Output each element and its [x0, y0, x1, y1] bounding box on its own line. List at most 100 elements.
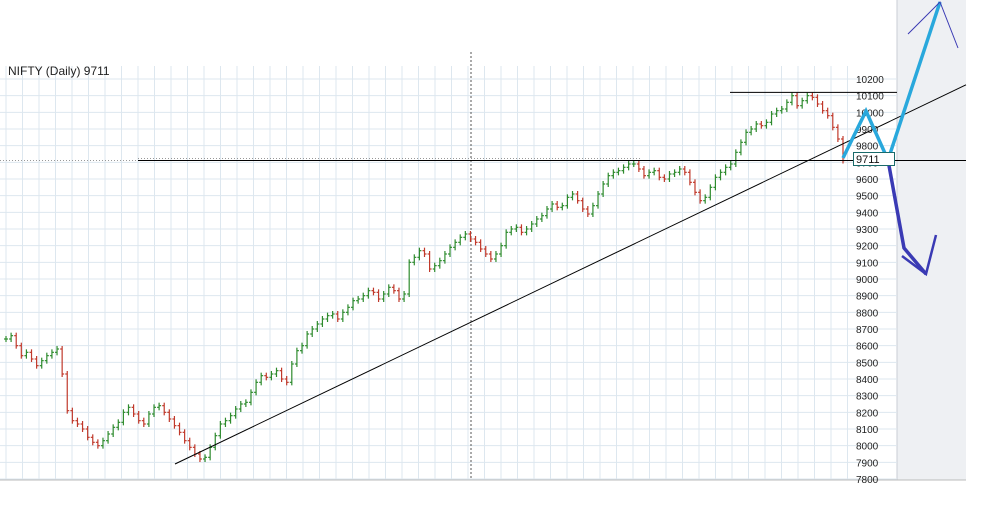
price-bar	[49, 349, 54, 359]
price-bar	[203, 454, 208, 462]
price-bar	[825, 107, 830, 119]
price-bar	[106, 431, 111, 444]
price-bar	[621, 164, 626, 174]
price-bar	[126, 404, 131, 416]
price-bar	[703, 194, 708, 204]
y-tick-label: 8600	[856, 342, 879, 353]
price-bar	[85, 426, 90, 441]
price-bar	[442, 251, 447, 264]
y-tick-label: 8300	[856, 392, 879, 403]
price-bar	[95, 439, 100, 449]
price-bar	[575, 191, 580, 204]
y-tick-label: 9600	[856, 175, 879, 186]
y-tick-label: 8900	[856, 292, 879, 303]
price-bar	[841, 136, 845, 164]
price-bar	[601, 181, 606, 197]
price-bar	[524, 226, 529, 236]
price-bar	[483, 246, 488, 257]
price-bar	[453, 239, 458, 251]
price-bar	[795, 92, 800, 109]
price-bar	[422, 247, 427, 257]
price-bar	[779, 106, 784, 114]
y-tick-label: 8400	[856, 375, 879, 386]
y-tick-label: 8200	[856, 408, 879, 419]
price-bar	[340, 309, 345, 322]
price-bar	[473, 236, 478, 246]
price-bar	[488, 251, 493, 262]
price-bar	[417, 247, 422, 261]
price-bar	[570, 191, 575, 201]
price-bar	[300, 342, 305, 354]
price-bar	[177, 422, 182, 436]
price-bar	[458, 234, 463, 246]
price-bar	[386, 284, 391, 297]
y-tick-label: 9200	[856, 242, 879, 253]
price-bar	[243, 399, 248, 407]
price-bar	[499, 242, 504, 257]
price-bar	[657, 167, 662, 181]
last-price-tag: 9711	[853, 152, 895, 166]
price-bar	[529, 221, 534, 232]
price-bar	[320, 316, 325, 327]
price-bar	[223, 417, 228, 427]
price-bar	[315, 321, 320, 332]
price-bar	[636, 161, 641, 172]
price-bar	[259, 372, 264, 386]
y-tick-label: 7900	[856, 458, 879, 469]
price-bar	[100, 437, 105, 449]
price-bar	[213, 432, 218, 451]
price-bar	[774, 107, 779, 117]
price-bar	[228, 412, 233, 424]
price-bar	[835, 124, 840, 142]
price-bar	[310, 326, 315, 337]
price-bar	[427, 251, 432, 272]
price-bar	[294, 347, 299, 367]
grid	[0, 52, 966, 481]
price-bar	[335, 311, 340, 322]
price-bar	[580, 197, 585, 212]
price-bar	[672, 169, 677, 177]
price-bar	[544, 206, 549, 219]
y-tick-label: 8700	[856, 325, 879, 336]
price-bar	[749, 126, 754, 136]
price-bar	[662, 174, 667, 182]
y-tick-label: 9100	[856, 258, 879, 269]
price-bar	[519, 224, 524, 236]
price-bar	[759, 121, 764, 129]
price-bar	[550, 201, 555, 212]
price-bar	[815, 94, 820, 107]
price-bar	[55, 346, 60, 356]
right-panel	[897, 0, 966, 480]
price-bar	[478, 239, 483, 252]
price-bar	[616, 167, 621, 176]
price-bar	[708, 184, 713, 201]
price-bar	[264, 372, 269, 381]
price-bar	[187, 437, 192, 451]
price-bar	[723, 164, 728, 176]
price-bar	[805, 92, 810, 104]
price-bar	[19, 342, 24, 359]
price-bar	[800, 97, 805, 109]
price-bar	[641, 166, 646, 179]
price-bar	[769, 111, 774, 126]
y-tick-label: 8500	[856, 358, 879, 369]
price-bar	[351, 297, 356, 311]
price-bar	[514, 224, 519, 232]
price-bar	[9, 332, 14, 342]
price-bar	[402, 291, 407, 302]
price-bar	[432, 262, 437, 272]
price-bar	[396, 287, 401, 302]
price-bar	[29, 349, 34, 362]
price-bar	[448, 244, 453, 257]
price-bar	[269, 371, 274, 381]
price-bar	[167, 409, 172, 422]
price-bar	[738, 139, 743, 156]
y-tick-label: 10200	[856, 75, 884, 86]
price-bar	[692, 179, 697, 196]
price-bar	[24, 349, 29, 359]
y-tick-label: 9300	[856, 225, 879, 236]
trend-line	[174, 84, 967, 465]
price-bar	[391, 284, 396, 294]
price-bar	[75, 417, 80, 427]
price-bar	[810, 92, 815, 101]
